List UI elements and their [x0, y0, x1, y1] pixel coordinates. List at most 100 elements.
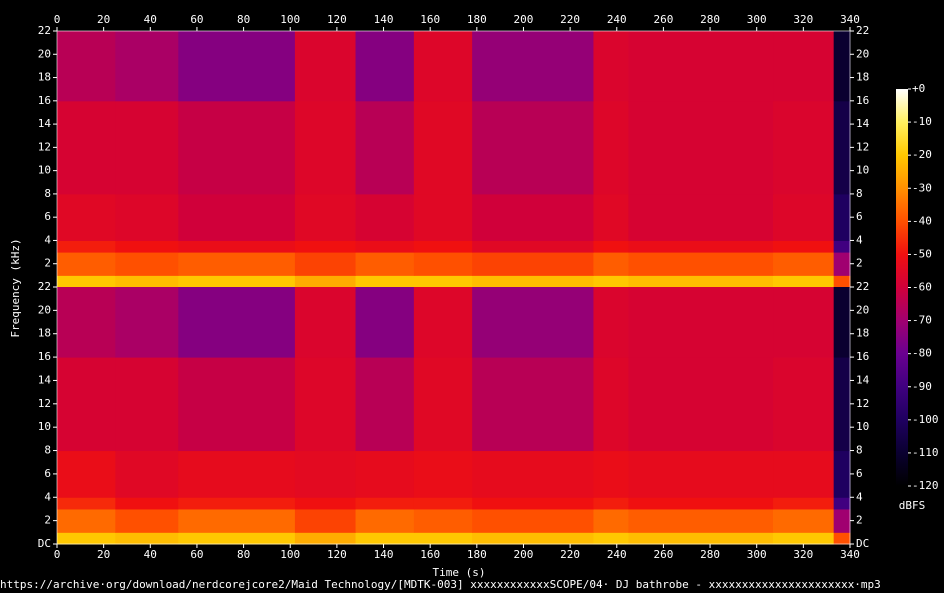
colorbar-tick-label: -50 [912, 247, 932, 260]
x-tick-label: 120 [327, 13, 347, 26]
spectrum-cell [355, 240, 415, 253]
spectrum-cell [57, 100, 116, 195]
spectrum-cell [413, 275, 473, 288]
spectrum-cell [57, 287, 116, 358]
colorbar-label: dBFS [899, 499, 926, 512]
x-tick-label: 180 [467, 548, 487, 561]
y-tick-label: 2 [856, 514, 863, 527]
spectrum-cell [472, 450, 594, 498]
colorbar-tick-label: +0 [912, 82, 925, 95]
y-tick-label: 8 [856, 444, 863, 457]
spectrum-cell [115, 532, 179, 545]
spectrum-cell [294, 508, 357, 533]
spectrum-cell [413, 252, 473, 276]
spectrum-cell [178, 100, 296, 195]
y-tick-label: 8 [856, 187, 863, 200]
spectrum-cell [413, 287, 473, 358]
spectrum-cell [593, 193, 629, 241]
spectrum-cell [833, 450, 851, 498]
y-tick-label: 14 [38, 117, 52, 130]
x-tick-label: 300 [747, 13, 767, 26]
y-tick-label: 12 [38, 140, 51, 153]
spectrum-cell [115, 252, 179, 276]
spectrum-cell [472, 31, 594, 102]
spectrum-cell [413, 450, 473, 498]
y-tick-label: 18 [38, 71, 51, 84]
x-tick-label: 0 [54, 13, 61, 26]
spectrum-cell [57, 252, 116, 276]
colorbar-tick-label: -60 [912, 281, 932, 294]
spectrum-cell [294, 240, 357, 253]
spectrum-cell [178, 532, 296, 545]
spectrum-cell [833, 508, 851, 533]
y-tick-label: 22 [38, 24, 51, 37]
spectrum-cell [472, 508, 594, 533]
y-tick-label: 4 [44, 233, 51, 246]
spectrum-cell [178, 497, 296, 510]
x-tick-label: 280 [700, 548, 720, 561]
x-tick-label: 220 [560, 13, 580, 26]
colorbar-tick-label: -10 [912, 115, 932, 128]
y-tick-label: 14 [856, 373, 870, 386]
spectrum-cell [57, 497, 116, 510]
y-axis-label: Frequency (kHz) [9, 238, 22, 337]
x-tick-label: 120 [327, 548, 347, 561]
x-tick-label: 340 [840, 13, 860, 26]
spectrum-cell [833, 252, 851, 276]
x-axis-label: Time (s) [433, 566, 486, 579]
x-tick-label: 260 [653, 13, 673, 26]
x-tick-label: 140 [374, 548, 394, 561]
spectrum-cell [115, 287, 179, 358]
x-tick-label: 240 [607, 548, 627, 561]
spectrum-cell [472, 100, 594, 195]
spectrum-cell [833, 275, 851, 288]
spectrum-cell [628, 100, 774, 195]
spectrum-cell [294, 193, 357, 241]
spectrum-cell [833, 287, 851, 358]
spectrum-cell [773, 357, 835, 452]
spectrum-cell [115, 357, 179, 452]
spectrum-cell [628, 508, 774, 533]
spectrum-cell [115, 31, 179, 102]
y-tick-label: DC [856, 537, 869, 550]
spectrum-cell [773, 497, 835, 510]
spectrum-cell [355, 31, 415, 102]
spectrum-cell [355, 497, 415, 510]
spectrum-cell [355, 100, 415, 195]
x-tick-label: 40 [144, 13, 157, 26]
spectrum-cell [413, 193, 473, 241]
spectrum-cell [178, 252, 296, 276]
y-tick-label: 14 [856, 117, 870, 130]
y-tick-label: 12 [856, 140, 869, 153]
spectrum-cell [833, 497, 851, 510]
y-tick-label: 20 [856, 303, 869, 316]
y-tick-label: 2 [856, 257, 863, 270]
y-tick-label: 4 [856, 490, 863, 503]
y-tick-label: DC [38, 537, 51, 550]
y-tick-label: 20 [38, 303, 51, 316]
y-tick-label: 20 [856, 47, 869, 60]
spectrum-cell [472, 193, 594, 241]
x-tick-label: 0 [54, 548, 61, 561]
y-tick-label: 8 [44, 187, 51, 200]
spectrum-cell [294, 31, 357, 102]
spectrum-cell [355, 508, 415, 533]
spectrum-cell [57, 275, 116, 288]
spectrum-cell [593, 497, 629, 510]
y-tick-label: 16 [38, 94, 51, 107]
spectrum-cell [178, 31, 296, 102]
spectrum-cell [294, 287, 357, 358]
spectrum-cell [628, 357, 774, 452]
spectrum-cell [773, 450, 835, 498]
spectrum-cell [773, 508, 835, 533]
spectrum-cell [413, 357, 473, 452]
spectrum-cell [593, 31, 629, 102]
spectrum-cell [294, 275, 357, 288]
x-tick-label: 340 [840, 548, 860, 561]
x-tick-label: 180 [467, 13, 487, 26]
x-tick-label: 100 [280, 548, 300, 561]
x-tick-label: 160 [420, 13, 440, 26]
spectrum-cell [628, 252, 774, 276]
spectrum-cell [833, 357, 851, 452]
